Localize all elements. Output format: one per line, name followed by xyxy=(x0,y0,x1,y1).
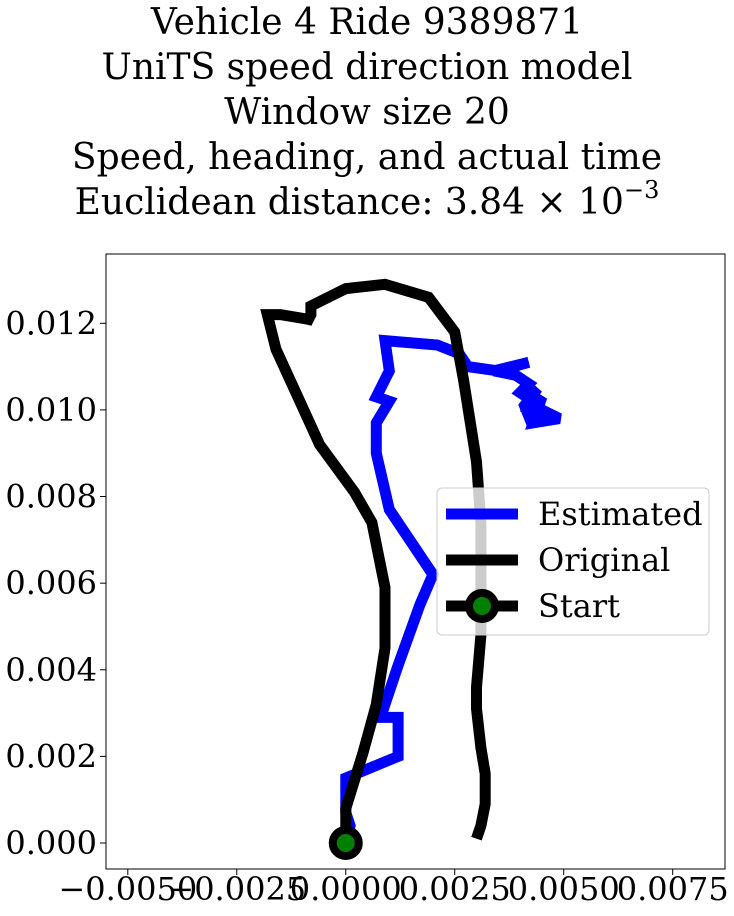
chart-title: Vehicle 4 Ride 9389871 UniTS speed direc… xyxy=(0,0,734,225)
title-line-3: Window size 20 xyxy=(224,92,510,133)
x-tick-label: 0.0050 xyxy=(508,870,620,908)
x-tick-label: 0.0000 xyxy=(290,870,402,908)
title-line-2: UniTS speed direction model xyxy=(101,47,633,88)
legend-label-estimated: Estimated xyxy=(538,495,703,533)
legend-box xyxy=(436,487,710,636)
y-tick-label: 0.008 xyxy=(5,478,97,516)
title-line-5-text: Euclidean distance: 3.84 × 10 xyxy=(74,182,624,223)
y-tick-label: 0.004 xyxy=(5,651,97,689)
series-layer xyxy=(260,278,562,845)
legend: Estimated Original Start xyxy=(436,487,710,636)
y-tick-label: 0.010 xyxy=(5,391,97,429)
title-exponent: −3 xyxy=(623,176,660,204)
start-layer xyxy=(328,826,363,861)
y-tick-label: 0.012 xyxy=(5,304,97,342)
x-tick-label: 0.0025 xyxy=(399,870,511,908)
title-line-5: Euclidean distance: 3.84 × 10−3 xyxy=(0,178,734,225)
x-tick-label: −0.0050 xyxy=(58,870,197,908)
legend-label-original: Original xyxy=(538,541,670,579)
plot-frame xyxy=(105,253,726,870)
y-tick-label: 0.000 xyxy=(5,824,97,862)
y-axis: 0.000 0.002 0.004 0.006 0.008 0.010 0.012 xyxy=(5,304,106,862)
series-line-estimated xyxy=(340,334,562,845)
start-marker xyxy=(328,826,363,861)
x-tick-label: −0.0025 xyxy=(167,870,306,908)
x-tick-label: 0.0075 xyxy=(617,870,729,908)
y-tick-label: 0.006 xyxy=(5,564,97,602)
y-tick-label: 0.002 xyxy=(5,737,97,775)
title-line-4: Speed, heading, and actual time xyxy=(71,137,663,178)
series-line-original xyxy=(260,278,491,843)
legend-start-marker xyxy=(465,589,499,623)
legend-label-start: Start xyxy=(538,587,620,625)
title-line-1: Vehicle 4 Ride 9389871 xyxy=(150,2,584,43)
